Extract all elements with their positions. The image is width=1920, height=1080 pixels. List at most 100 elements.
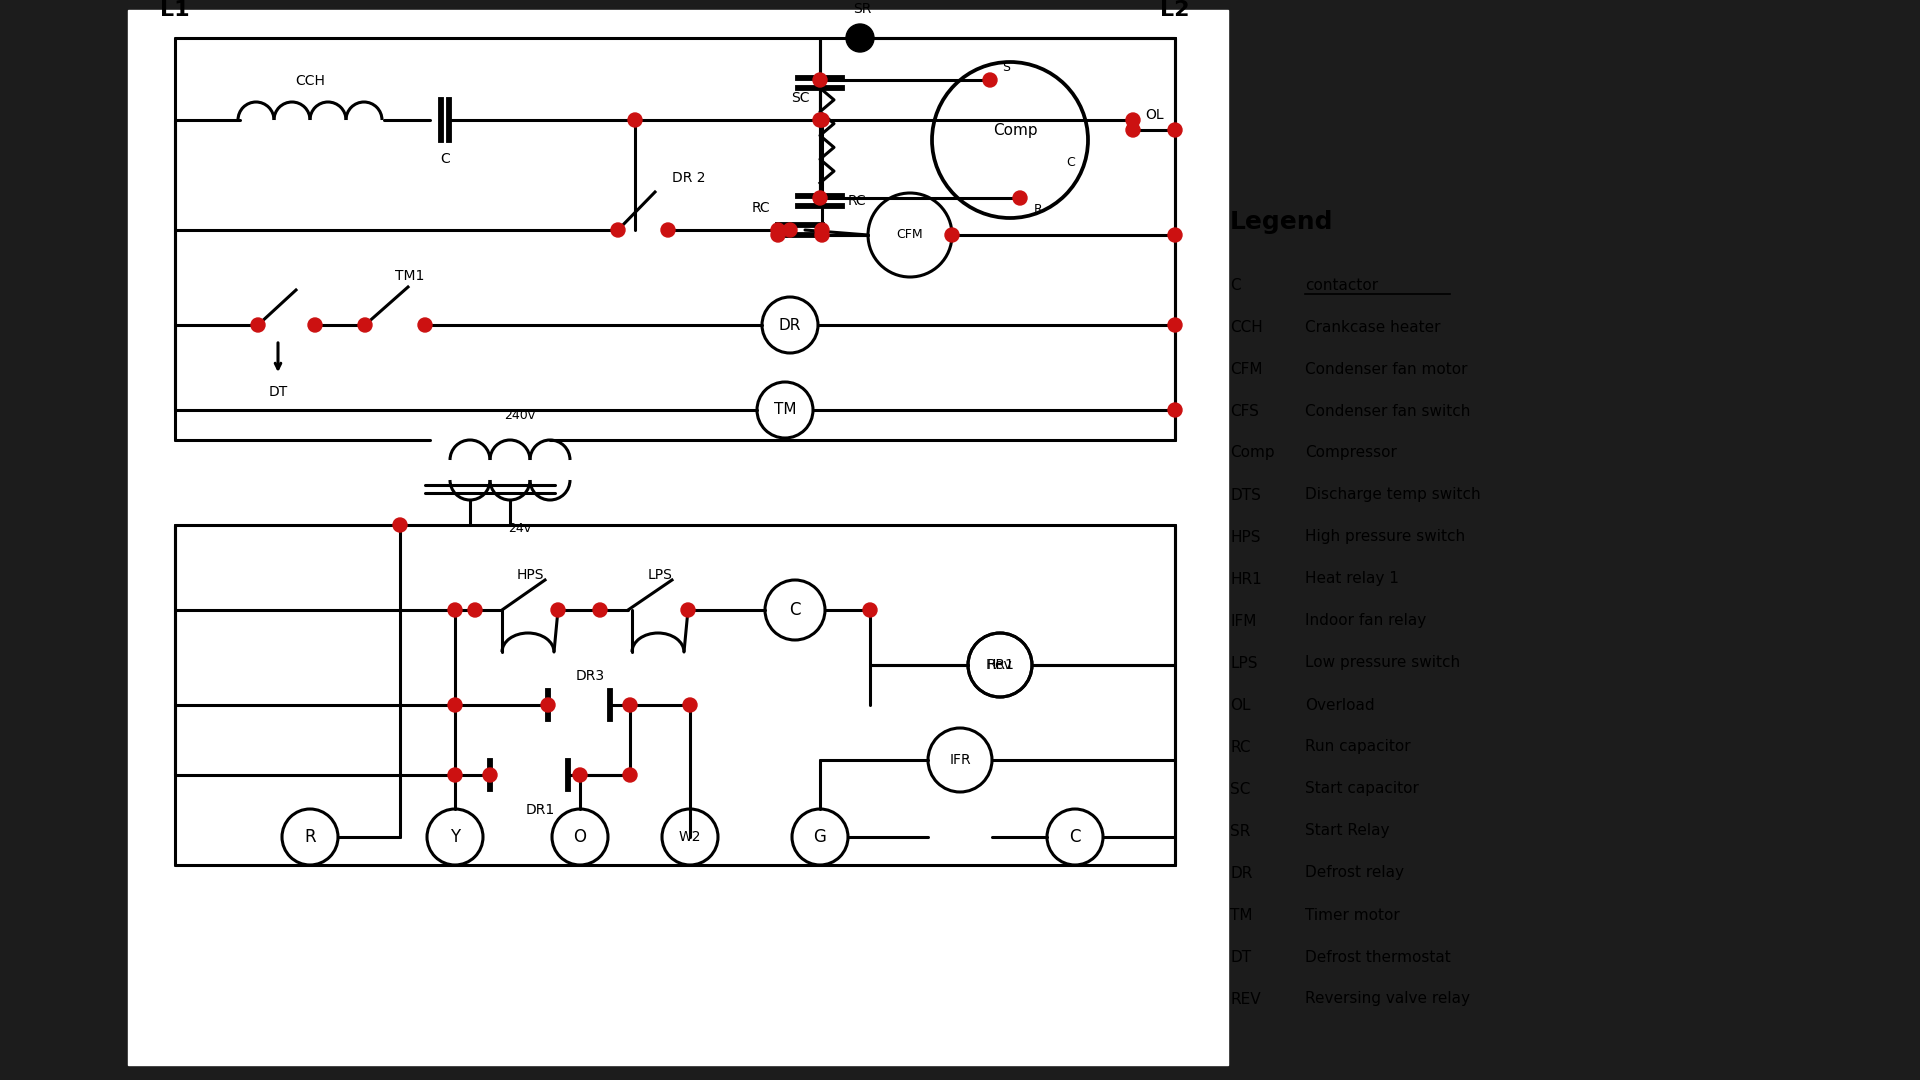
Circle shape: [622, 768, 637, 782]
Text: LPS: LPS: [647, 568, 672, 582]
Text: Overload: Overload: [1306, 698, 1375, 713]
Text: CFM: CFM: [897, 229, 924, 242]
Circle shape: [357, 318, 372, 332]
Text: Crankcase heater: Crankcase heater: [1306, 320, 1440, 335]
Text: Start Relay: Start Relay: [1306, 823, 1390, 838]
Circle shape: [772, 222, 785, 237]
Circle shape: [611, 222, 626, 237]
Text: Defrost thermostat: Defrost thermostat: [1306, 949, 1452, 964]
Text: TM: TM: [774, 403, 797, 418]
Circle shape: [447, 698, 463, 712]
Text: SR: SR: [1231, 823, 1250, 838]
Text: IFR: IFR: [948, 753, 972, 767]
Text: HR1: HR1: [1231, 571, 1261, 586]
Text: SC: SC: [791, 91, 810, 105]
Text: L1: L1: [159, 0, 190, 21]
Circle shape: [1167, 123, 1183, 137]
Text: Start capacitor: Start capacitor: [1306, 782, 1419, 797]
Text: C: C: [440, 152, 449, 166]
Text: C: C: [1231, 278, 1240, 293]
Text: Indoor fan relay: Indoor fan relay: [1306, 613, 1427, 629]
Circle shape: [447, 768, 463, 782]
Circle shape: [572, 768, 588, 782]
Text: DR 2: DR 2: [672, 171, 705, 185]
Text: Low pressure switch: Low pressure switch: [1306, 656, 1459, 671]
Circle shape: [394, 518, 407, 532]
Text: CFS: CFS: [1231, 404, 1260, 418]
Text: L2: L2: [1160, 0, 1190, 21]
Circle shape: [814, 228, 829, 242]
Text: Heat relay 1: Heat relay 1: [1306, 571, 1400, 586]
Circle shape: [468, 603, 482, 617]
Circle shape: [847, 24, 874, 52]
Circle shape: [682, 603, 695, 617]
Circle shape: [812, 191, 828, 205]
Text: Timer motor: Timer motor: [1306, 907, 1400, 922]
Circle shape: [783, 222, 797, 237]
Circle shape: [862, 603, 877, 617]
Text: SC: SC: [1231, 782, 1250, 797]
Text: Rev: Rev: [987, 658, 1014, 672]
Text: TM1: TM1: [396, 269, 424, 283]
Text: C: C: [1066, 156, 1075, 168]
Text: 24v: 24v: [509, 522, 532, 535]
Text: G: G: [814, 828, 826, 846]
Circle shape: [684, 698, 697, 712]
Circle shape: [812, 113, 828, 127]
Circle shape: [814, 222, 829, 237]
Text: TM: TM: [1231, 907, 1252, 922]
Text: Condenser fan switch: Condenser fan switch: [1306, 404, 1471, 418]
Circle shape: [1014, 191, 1027, 205]
Text: RC: RC: [849, 194, 866, 208]
Text: RC: RC: [1231, 740, 1250, 755]
Circle shape: [447, 603, 463, 617]
Text: RC: RC: [751, 201, 770, 215]
Text: Run capacitor: Run capacitor: [1306, 740, 1411, 755]
Circle shape: [307, 318, 323, 332]
Text: SR: SR: [852, 2, 872, 16]
Text: Discharge temp switch: Discharge temp switch: [1306, 487, 1480, 502]
Text: REV: REV: [1231, 991, 1261, 1007]
Circle shape: [812, 73, 828, 87]
Text: Comp: Comp: [993, 122, 1037, 137]
Circle shape: [541, 698, 555, 712]
Text: HR1: HR1: [985, 658, 1014, 672]
Text: HPS: HPS: [1231, 529, 1261, 544]
Text: Reversing valve relay: Reversing valve relay: [1306, 991, 1471, 1007]
Text: C: C: [789, 600, 801, 619]
Text: DT: DT: [269, 384, 288, 399]
Text: Defrost relay: Defrost relay: [1306, 865, 1404, 880]
Text: R: R: [303, 828, 315, 846]
Text: High pressure switch: High pressure switch: [1306, 529, 1465, 544]
Text: DR3: DR3: [576, 669, 605, 683]
Circle shape: [983, 73, 996, 87]
Circle shape: [1125, 123, 1140, 137]
Circle shape: [551, 603, 564, 617]
Text: Comp: Comp: [1231, 445, 1275, 460]
Circle shape: [1167, 318, 1183, 332]
Text: R: R: [1035, 203, 1043, 216]
Circle shape: [945, 228, 958, 242]
Text: OL: OL: [1144, 108, 1164, 122]
Text: S: S: [1002, 60, 1010, 75]
Circle shape: [628, 113, 641, 127]
Text: Condenser fan motor: Condenser fan motor: [1306, 362, 1467, 377]
Circle shape: [1167, 228, 1183, 242]
Text: DT: DT: [1231, 949, 1252, 964]
Bar: [129, 10, 1229, 1065]
Circle shape: [772, 228, 785, 242]
Text: CCH: CCH: [1231, 320, 1263, 335]
Text: DR: DR: [780, 318, 801, 333]
Circle shape: [484, 768, 497, 782]
Text: DR: DR: [1231, 865, 1252, 880]
Text: W2: W2: [680, 831, 701, 843]
Circle shape: [814, 113, 829, 127]
Circle shape: [252, 318, 265, 332]
Circle shape: [593, 603, 607, 617]
Text: CCH: CCH: [296, 75, 324, 87]
Text: CFM: CFM: [1231, 362, 1263, 377]
Text: Y: Y: [449, 828, 461, 846]
Text: contactor: contactor: [1306, 278, 1379, 293]
Text: HPS: HPS: [516, 568, 543, 582]
Text: O: O: [574, 828, 586, 846]
